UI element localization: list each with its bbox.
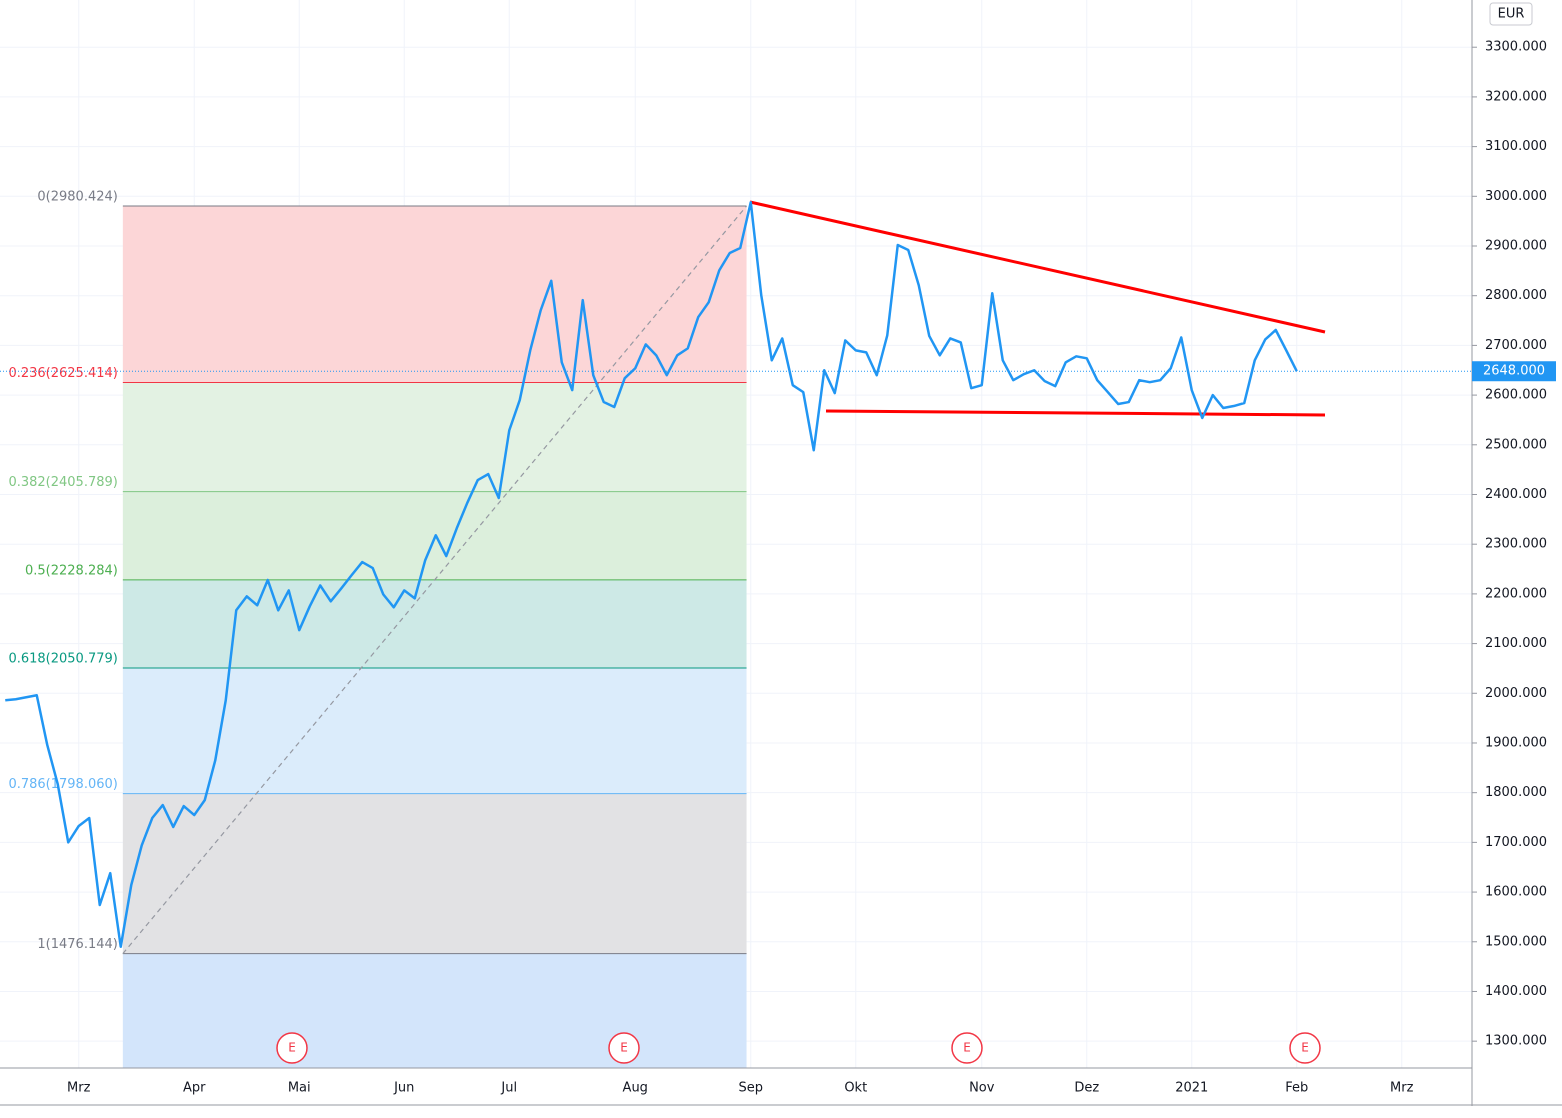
earnings-label: E [620,1041,628,1055]
x-tick-label: Aug [623,1081,648,1096]
y-tick-label: 1400.000 [1485,984,1547,999]
y-tick-label: 2400.000 [1485,487,1547,502]
y-tick-label: 1700.000 [1485,835,1547,850]
y-tick-label: 2000.000 [1485,686,1547,701]
earnings-marker [951,1032,983,1064]
fib-level-label: 0.382(2405.789) [8,475,117,490]
price-line [5,201,1298,948]
y-tick-label: 2200.000 [1485,586,1547,601]
y-tick-label: 3000.000 [1485,189,1547,204]
fib-level-label: 0(2980.424) [37,190,117,205]
x-tick-label: Feb [1285,1081,1308,1096]
earnings-marker [1289,1032,1321,1064]
earnings-label: E [963,1041,971,1055]
last-price-box [1472,361,1556,382]
fib-band [122,668,747,794]
x-tick-label: Mrz [67,1081,91,1096]
x-tick-label: Dez [1074,1081,1099,1096]
y-tick-label: 2900.000 [1485,239,1547,254]
fib-band [122,953,747,1068]
y-tick-label: 3200.000 [1485,89,1547,104]
y-tick-label: 2600.000 [1485,388,1547,403]
x-tick-label: Nov [969,1081,995,1096]
last-price-label: 2648.000 [1483,364,1545,379]
y-tick-label: 1300.000 [1485,1034,1547,1049]
y-tick-label: 2700.000 [1485,338,1547,353]
y-tick-label: 2300.000 [1485,537,1547,552]
x-tick-label: Jul [500,1081,517,1096]
currency-box [1489,2,1533,26]
fib-band [122,382,747,492]
fib-band [122,579,747,669]
trendline-lower [825,409,1326,417]
fib-level-label: 0.5(2228.284) [25,563,118,578]
trendline-upper [749,200,1326,334]
currency-label: EUR [1498,7,1525,22]
y-tick-label: 1800.000 [1485,785,1547,800]
earnings-label: E [1301,1041,1309,1055]
y-tick-label: 1900.000 [1485,735,1547,750]
fib-band [122,793,747,954]
x-tick-label: Jun [393,1081,414,1096]
y-tick-label: 3300.000 [1485,40,1547,55]
fib-level-label: 0.236(2625.414) [8,366,117,381]
earnings-label: E [288,1041,296,1055]
fib-level-label: 0.618(2050.779) [8,652,117,667]
fib-level-label: 0.786(1798.060) [8,777,117,792]
x-tick-label: Mrz [1390,1081,1414,1096]
x-tick-label: 2021 [1175,1081,1208,1096]
y-tick-label: 1500.000 [1485,934,1547,949]
fib-layer: 0(2980.424) 0.236(2625.414) 0.382(2405.789… [8,190,748,1068]
x-tick-label: Sep [738,1081,763,1096]
earnings-marker [276,1032,308,1064]
x-tick-label: Apr [183,1081,206,1096]
fib-trend-line [122,205,748,955]
y-tick-label: 2500.000 [1485,437,1547,452]
earnings-marker [608,1032,640,1064]
y-tick-label: 3100.000 [1485,139,1547,154]
fib-band [122,206,747,383]
y-tick-label: 2800.000 [1485,288,1547,303]
y-tick-label: 1600.000 [1485,885,1547,900]
x-tick-label: Mai [288,1081,311,1096]
y-tick-label: 2100.000 [1485,636,1547,651]
x-tick-label: Okt [844,1081,867,1096]
fib-level-label: 1(1476.144) [37,937,117,952]
axis-layer: 1300.000 1400.000 1500.000 1600.000 1700.000… [67,40,1556,1096]
